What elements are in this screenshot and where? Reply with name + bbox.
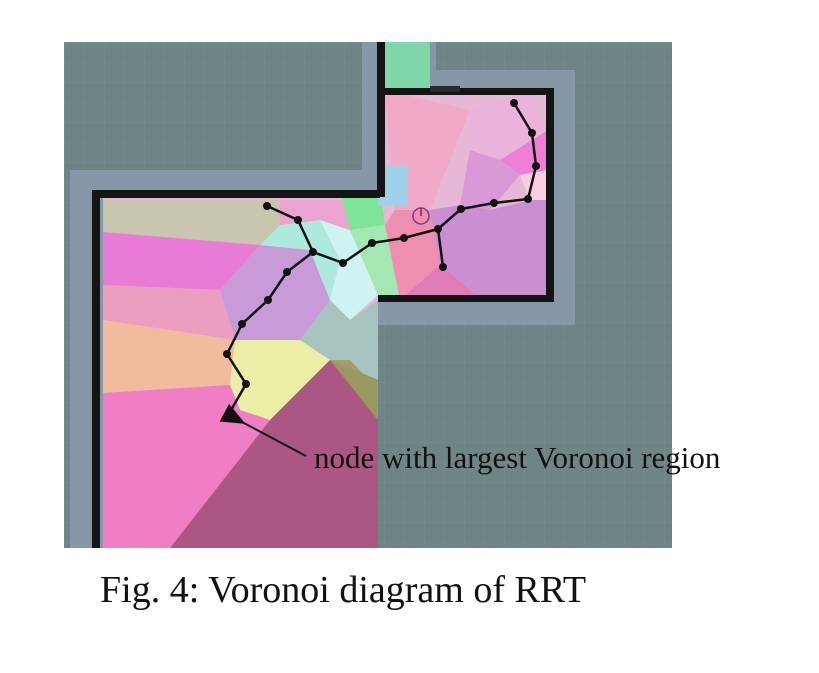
figure-caption: Fig. 4: Voronoi diagram of RRT xyxy=(100,569,587,611)
annotation-arrow xyxy=(219,403,307,457)
rrt-nodes xyxy=(223,99,540,416)
annotation-label: node with largest Voronoi region xyxy=(314,440,721,475)
walls xyxy=(92,42,554,548)
